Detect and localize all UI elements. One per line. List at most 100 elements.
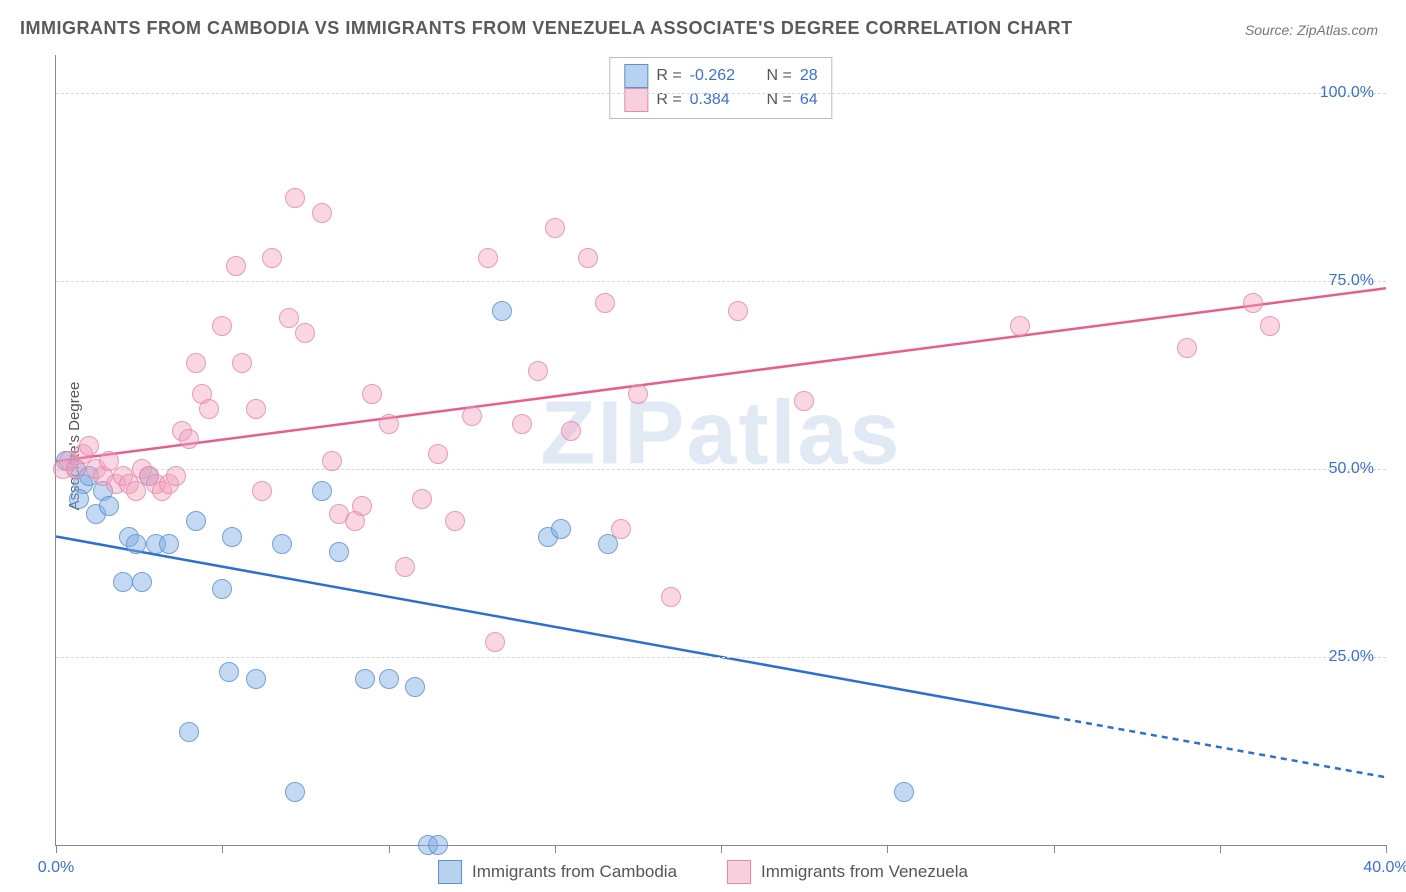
data-point [285,782,305,802]
data-point [462,406,482,426]
data-point [661,587,681,607]
data-point [219,662,239,682]
data-point [545,218,565,238]
legend-row: R = 0.384 N = 64 [624,88,817,112]
data-point [222,527,242,547]
data-point [551,519,571,539]
data-point [99,496,119,516]
legend-swatch [624,64,648,88]
data-point [362,384,382,404]
data-point [312,481,332,501]
data-point [126,534,146,554]
gridline [56,281,1386,282]
x-tick [555,845,556,853]
data-point [159,534,179,554]
data-point [561,421,581,441]
data-point [428,444,448,464]
chart-title: IMMIGRANTS FROM CAMBODIA VS IMMIGRANTS F… [20,18,1073,39]
data-point [578,248,598,268]
data-point [478,248,498,268]
data-point [262,248,282,268]
data-point [395,557,415,577]
x-tick [389,845,390,853]
data-point [226,256,246,276]
data-point [1260,316,1280,336]
data-point [285,188,305,208]
y-tick-label: 50.0% [1329,460,1374,478]
data-point [379,669,399,689]
data-point [279,308,299,328]
data-point [246,669,266,689]
x-tick [222,845,223,853]
data-point [1243,293,1263,313]
data-point [179,429,199,449]
data-point [355,669,375,689]
data-point [212,579,232,599]
x-tick [887,845,888,853]
y-tick-label: 100.0% [1320,84,1374,102]
x-tick [1054,845,1055,853]
legend-label: Immigrants from Venezuela [761,862,968,882]
data-point [113,572,133,592]
x-tick [56,845,57,853]
data-point [272,534,292,554]
data-point [199,399,219,419]
data-point [894,782,914,802]
watermark: ZIPatlas [540,383,901,486]
x-tick [1220,845,1221,853]
data-point [166,466,186,486]
data-point [512,414,532,434]
data-point [1177,338,1197,358]
data-point [186,353,206,373]
x-tick-label: 40.0% [1363,859,1406,877]
data-point [352,496,372,516]
data-point [485,632,505,652]
data-point [186,511,206,531]
data-point [528,361,548,381]
data-point [595,293,615,313]
legend-row: R = -0.262 N = 28 [624,64,817,88]
data-point [445,511,465,531]
legend-swatch [727,860,751,884]
data-point [252,481,272,501]
data-point [794,391,814,411]
data-point [322,451,342,471]
x-tick-label: 0.0% [38,859,74,877]
legend-swatch [624,88,648,112]
legend-label: Immigrants from Cambodia [472,862,677,882]
data-point [728,301,748,321]
y-tick-label: 75.0% [1329,272,1374,290]
data-point [611,519,631,539]
data-point [428,835,448,855]
data-point [1010,316,1030,336]
data-point [379,414,399,434]
x-tick [1386,845,1387,853]
plot-area: ZIPatlas R = -0.262 N = 28R = 0.384 N = … [55,55,1386,846]
gridline [56,657,1386,658]
data-point [246,399,266,419]
data-point [179,722,199,742]
correlation-legend: R = -0.262 N = 28R = 0.384 N = 64 [609,57,832,119]
data-point [312,203,332,223]
data-point [212,316,232,336]
gridline [56,93,1386,94]
series-legend: Immigrants from Cambodia Immigrants from … [438,860,968,884]
data-point [69,489,89,509]
data-point [232,353,252,373]
y-tick-label: 25.0% [1329,648,1374,666]
data-point [79,436,99,456]
data-point [329,542,349,562]
legend-item: Immigrants from Cambodia [438,860,677,884]
data-point [295,323,315,343]
data-point [492,301,512,321]
legend-swatch [438,860,462,884]
source-attribution: Source: ZipAtlas.com [1245,22,1378,38]
data-point [132,572,152,592]
data-point [405,677,425,697]
data-point [412,489,432,509]
trend-lines [56,55,1386,845]
data-point [628,384,648,404]
legend-item: Immigrants from Venezuela [727,860,968,884]
x-tick [721,845,722,853]
gridline [56,469,1386,470]
